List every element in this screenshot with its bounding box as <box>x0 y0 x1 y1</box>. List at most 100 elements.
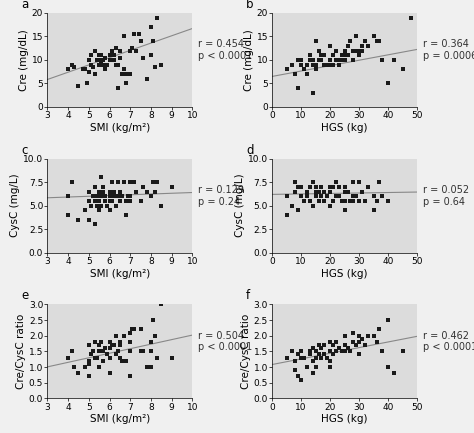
Point <box>312 348 319 355</box>
Point <box>137 326 145 333</box>
Point <box>384 197 392 204</box>
Point <box>306 57 314 64</box>
Text: r = 0.454
p < 0.0001: r = 0.454 p < 0.0001 <box>198 39 253 61</box>
Point <box>137 38 145 45</box>
Point <box>114 85 122 92</box>
Point <box>338 57 346 64</box>
Point <box>289 61 296 68</box>
Point <box>358 188 366 195</box>
Point <box>118 193 126 200</box>
Point <box>143 75 151 82</box>
Point <box>151 332 159 339</box>
Point <box>294 57 302 64</box>
Text: r = 0.364
p = 0.0006: r = 0.364 p = 0.0006 <box>423 39 474 61</box>
Point <box>127 71 134 78</box>
Point <box>332 47 340 54</box>
Point <box>127 193 134 200</box>
Point <box>344 42 351 49</box>
Point <box>147 339 155 346</box>
Point <box>306 348 314 355</box>
Point <box>326 202 334 209</box>
Point <box>315 351 322 358</box>
Point <box>98 52 105 59</box>
Point <box>110 342 118 349</box>
Point <box>133 188 140 195</box>
Point <box>147 24 155 31</box>
Point <box>108 179 115 186</box>
Point <box>358 336 366 343</box>
Point <box>118 71 126 78</box>
Point <box>370 332 377 339</box>
Point <box>85 216 92 223</box>
Y-axis label: Cre/CysC ratio: Cre/CysC ratio <box>241 314 251 389</box>
Point <box>341 332 348 339</box>
Point <box>131 326 138 333</box>
Point <box>361 342 369 349</box>
Point <box>106 188 113 195</box>
Point <box>335 61 343 68</box>
Point <box>326 188 334 195</box>
Point <box>364 184 372 191</box>
Point <box>95 342 103 349</box>
Point <box>408 14 415 21</box>
Point <box>326 57 334 64</box>
Point <box>71 364 78 371</box>
Point <box>312 66 319 73</box>
Point <box>85 357 92 364</box>
Point <box>149 317 157 323</box>
Point <box>338 348 346 355</box>
Point <box>112 202 119 209</box>
Point <box>292 188 299 195</box>
Point <box>292 357 299 364</box>
Point <box>361 197 369 204</box>
Point <box>85 188 92 195</box>
Point <box>112 45 119 52</box>
Point <box>93 354 101 361</box>
Point <box>95 348 103 355</box>
Text: b: b <box>246 0 254 11</box>
Point <box>89 348 97 355</box>
Point <box>309 370 317 377</box>
Point <box>127 179 134 186</box>
Point <box>112 332 119 339</box>
Point <box>309 202 317 209</box>
Point <box>349 339 357 346</box>
Point <box>127 373 134 380</box>
Y-axis label: CysC (mg/L): CysC (mg/L) <box>10 174 20 237</box>
Point <box>151 64 159 71</box>
Point <box>116 54 124 61</box>
Point <box>309 179 317 186</box>
Point <box>312 184 319 191</box>
Point <box>154 14 161 21</box>
Point <box>120 179 128 186</box>
Text: r = 0.129
p = 0.24: r = 0.129 p = 0.24 <box>198 185 244 207</box>
Point <box>341 188 348 195</box>
Point <box>332 179 340 186</box>
Point <box>98 59 105 66</box>
Point <box>335 345 343 352</box>
Point <box>370 193 377 200</box>
Point <box>110 57 118 64</box>
Point <box>101 197 109 204</box>
Point <box>349 47 357 54</box>
Point <box>157 61 165 68</box>
Point <box>399 348 406 355</box>
Point <box>326 61 334 68</box>
X-axis label: SMI (kg/m²): SMI (kg/m²) <box>90 123 150 133</box>
Point <box>64 193 72 200</box>
Point <box>356 339 363 346</box>
Point <box>335 193 343 200</box>
Point <box>318 184 325 191</box>
Point <box>64 212 72 219</box>
Point <box>100 188 107 195</box>
Point <box>98 339 105 346</box>
Point <box>139 348 146 355</box>
Point <box>116 188 124 195</box>
Point <box>114 61 122 68</box>
Point <box>326 348 334 355</box>
Point <box>93 202 101 209</box>
Point <box>106 345 113 352</box>
Text: r = 0.052
p = 0.64: r = 0.052 p = 0.64 <box>423 185 469 207</box>
Point <box>344 188 351 195</box>
Point <box>309 61 317 68</box>
